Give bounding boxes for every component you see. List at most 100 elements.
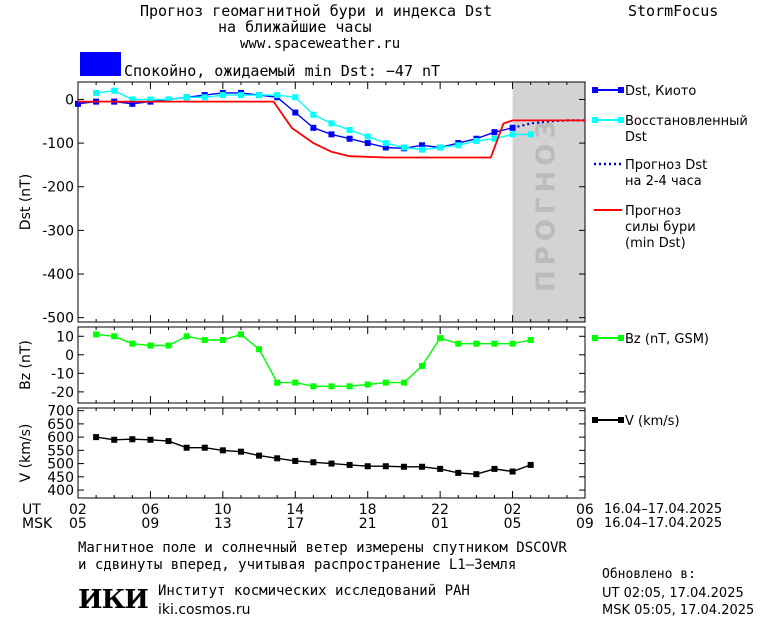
y-tick-label: -20 xyxy=(51,385,74,401)
status-color-swatch xyxy=(80,52,121,76)
data-point xyxy=(256,346,263,353)
data-point xyxy=(509,124,516,131)
panel-0: ПРОГНОЗ 0 -100 -200 -300 -400 -500 Dst (nT) xyxy=(18,81,586,327)
ut-tick-label: 22 xyxy=(431,502,449,518)
data-point xyxy=(527,131,534,138)
data-point xyxy=(237,448,244,455)
data-point xyxy=(111,436,118,443)
data-point xyxy=(111,87,118,94)
msk-tick-label: 17 xyxy=(286,516,305,532)
y-tick-label: 10 xyxy=(56,329,74,345)
data-point xyxy=(346,383,353,390)
data-point xyxy=(382,463,389,470)
legend-storm-forecast-label: силы бури xyxy=(625,220,696,235)
y-tick-label: -300 xyxy=(42,223,74,239)
ut-axis-label: UT xyxy=(22,502,41,518)
ut-tick-label: 06 xyxy=(141,502,160,518)
data-point xyxy=(364,463,371,470)
updated-label: Обновлено в: xyxy=(602,567,696,582)
data-point xyxy=(310,111,317,118)
data-point xyxy=(364,381,371,388)
legend-v-marker xyxy=(592,417,598,423)
y-axis-label: V (km/s) xyxy=(18,424,34,483)
data-point xyxy=(419,362,426,369)
ut-tick-label: 14 xyxy=(286,502,305,518)
legend-dst-reconstructed-label: Восстановленный xyxy=(625,114,748,129)
legend-dst-reconstructed-marker xyxy=(618,117,624,123)
data-point xyxy=(237,331,244,338)
y-axis-label: Bz (nT) xyxy=(18,340,34,390)
y-tick-label: -400 xyxy=(42,267,74,283)
data-point xyxy=(473,471,480,478)
data-point xyxy=(509,468,516,475)
data-point xyxy=(400,144,407,151)
y-tick-label: 650 xyxy=(47,417,74,433)
data-point xyxy=(473,340,480,347)
data-point xyxy=(292,457,299,464)
y-axis-label: Dst (nT) xyxy=(18,174,34,230)
data-point xyxy=(437,465,444,472)
legend-dst-kyoto-marker xyxy=(592,87,598,93)
data-point xyxy=(419,463,426,470)
legend-bz-label: Bz (nT, GSM) xyxy=(625,332,709,347)
y-tick-label: -10 xyxy=(51,366,74,382)
site-url[interactable]: www.spaceweather.ru xyxy=(240,36,401,52)
data-point xyxy=(111,333,118,340)
title-line-1: Прогноз геомагнитной бури и индекса Dst xyxy=(140,2,493,20)
data-point xyxy=(310,459,317,466)
data-point xyxy=(129,100,136,107)
legend-dst-reconstructed-label: Dst xyxy=(625,130,647,145)
y-tick-label: 450 xyxy=(47,470,74,486)
brand-name: StormFocus xyxy=(628,2,719,20)
status-text: Спокойно, ожидаемый min Dst: −47 nT xyxy=(124,62,441,80)
data-point xyxy=(219,447,226,454)
ut-tick-label: 10 xyxy=(213,502,232,518)
y-tick-label: 0 xyxy=(65,348,74,364)
data-point xyxy=(328,460,335,467)
data-point xyxy=(328,383,335,390)
data-point xyxy=(147,96,154,103)
series-line-0-3 xyxy=(78,100,585,159)
data-point xyxy=(165,438,172,445)
data-point xyxy=(292,109,299,116)
msk-tick-label: 09 xyxy=(141,516,160,532)
updated-msk: MSK 05:05, 17.04.2025 xyxy=(602,603,755,618)
data-point xyxy=(147,342,154,349)
data-point xyxy=(183,333,190,340)
data-point xyxy=(346,461,353,468)
data-point xyxy=(165,342,172,349)
data-point xyxy=(147,436,154,443)
data-point xyxy=(419,146,426,153)
legend-dst-forecast-label: на 2-4 часа xyxy=(625,174,702,189)
iki-logo[interactable]: ИКИ xyxy=(78,585,149,615)
data-point xyxy=(201,336,208,343)
panel-frame xyxy=(77,407,586,499)
ut-tick-label: 02 xyxy=(503,502,522,518)
forecast-zone-label: ПРОГНОЗ xyxy=(532,115,562,292)
y-tick-label: 600 xyxy=(47,430,74,446)
legend-storm-forecast-label: (min Dst) xyxy=(625,236,686,251)
data-point xyxy=(201,444,208,451)
msk-date-range: 16.04–17.04.2025 xyxy=(604,516,723,531)
ut-date-range: 16.04–17.04.2025 xyxy=(604,502,723,517)
y-tick-label: 400 xyxy=(47,483,74,499)
data-point xyxy=(129,436,136,443)
data-point xyxy=(437,144,444,151)
y-tick-label: 0 xyxy=(65,92,74,108)
msk-tick-label: 05 xyxy=(69,516,87,532)
panel-frame xyxy=(77,326,586,404)
data-point xyxy=(274,379,281,386)
ut-tick-label: 18 xyxy=(358,502,377,518)
legend-bz-marker xyxy=(618,335,624,341)
data-point xyxy=(292,379,299,386)
y-tick-label: -200 xyxy=(42,180,74,196)
panel-1: 10 0 -10 -20 Bz (nT) xyxy=(18,326,586,404)
data-point xyxy=(93,89,100,96)
institute-url[interactable]: iki.cosmos.ru xyxy=(158,602,251,618)
data-point xyxy=(382,379,389,386)
panel-frame xyxy=(77,81,586,323)
data-point xyxy=(527,461,534,468)
data-point xyxy=(292,94,299,101)
